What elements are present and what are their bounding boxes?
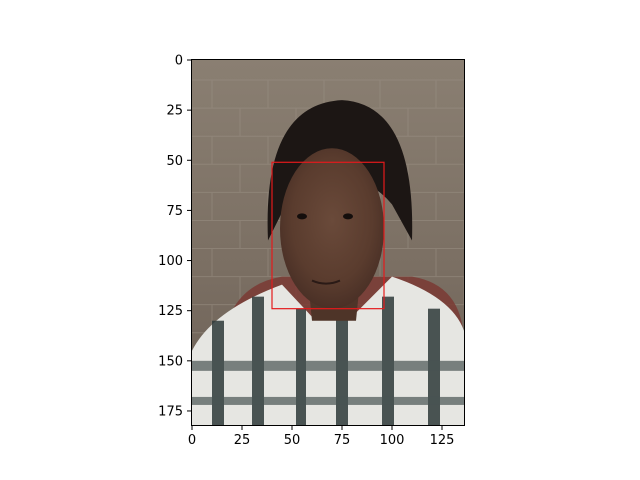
y-tick-label: 150 (158, 354, 183, 369)
x-tick-label: 100 (380, 433, 405, 448)
x-axis: 0 25 50 75 100 125 (188, 426, 455, 448)
shirt-stripe (212, 320, 224, 425)
y-tick-label: 75 (166, 204, 183, 219)
y-tick-label: 125 (158, 304, 183, 319)
y-tick-label: 50 (166, 154, 183, 169)
right-eye (343, 213, 353, 220)
mouth (311, 279, 341, 285)
y-tick-label: 0 (175, 54, 183, 69)
image (191, 59, 465, 426)
face-shape (280, 148, 384, 309)
y-tick-label: 25 (166, 104, 183, 119)
x-tick-label: 25 (234, 433, 251, 448)
annotation-rectangle (271, 161, 385, 310)
x-tick-label: 75 (334, 433, 351, 448)
x-tick-label: 0 (188, 433, 196, 448)
shirt-stripes (192, 296, 464, 425)
axes-frame (191, 59, 465, 426)
shirt-stripe (192, 360, 464, 371)
x-tick-label: 125 (430, 433, 455, 448)
x-tick-label: 50 (284, 433, 301, 448)
y-tick-label: 100 (158, 254, 183, 269)
y-axis: 0 25 50 75 100 125 150 175 (158, 54, 191, 419)
shirt-stripe (192, 396, 464, 405)
y-tick-label: 175 (158, 404, 183, 419)
left-eye (297, 213, 307, 220)
